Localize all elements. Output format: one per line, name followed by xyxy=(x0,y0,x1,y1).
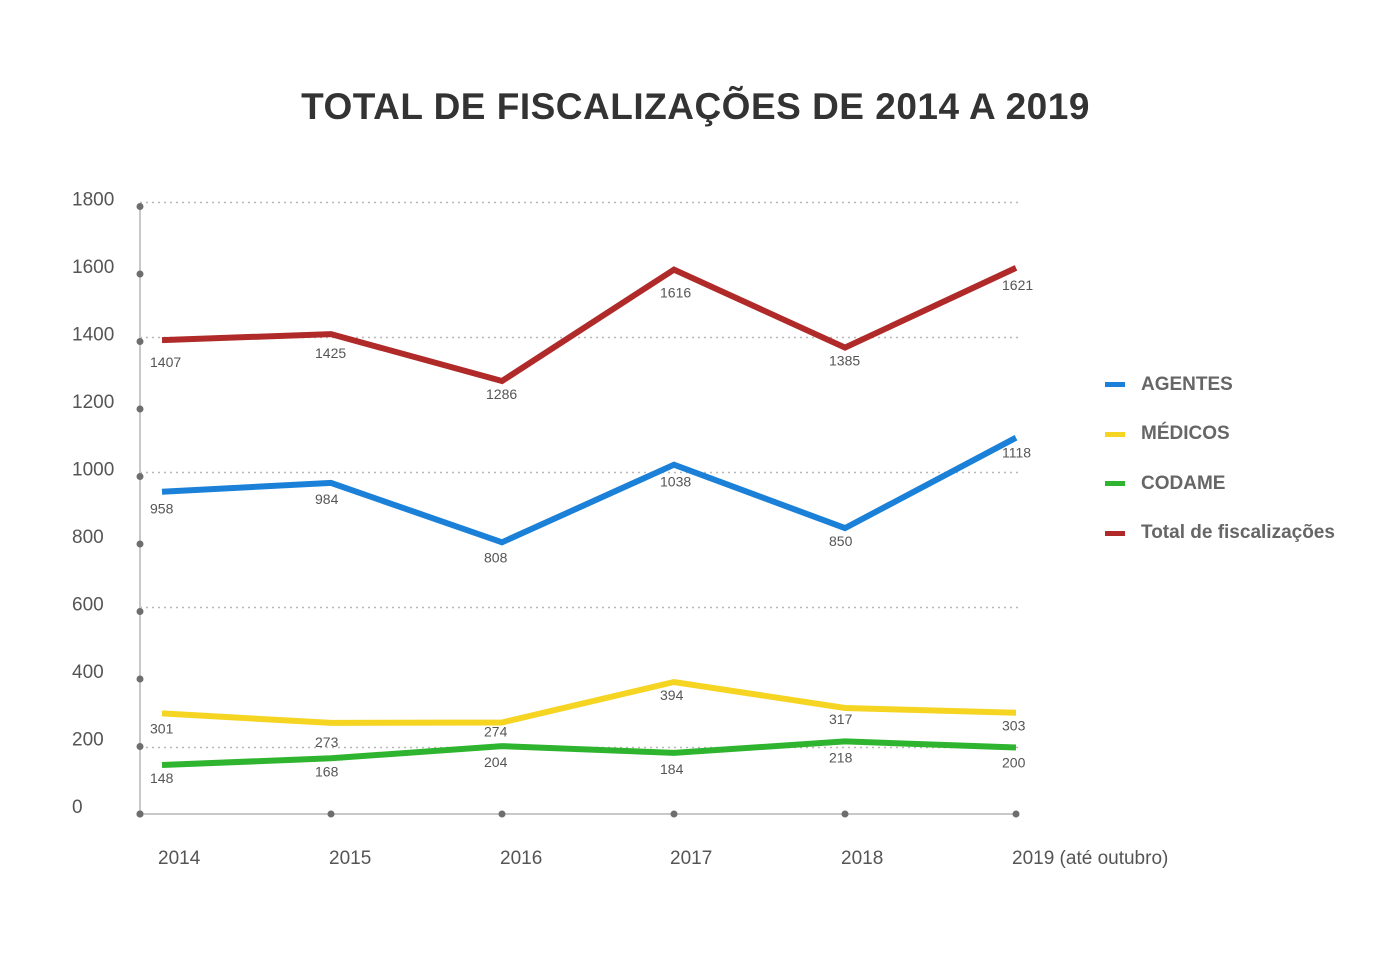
data-label: 850 xyxy=(829,533,853,549)
x-tick-label: 2014 xyxy=(158,848,201,869)
legend: AGENTES MÉDICOS CODAME Total de fiscalizaçõ… xyxy=(1105,360,1335,558)
data-label: 1616 xyxy=(660,285,691,301)
data-label: 394 xyxy=(660,687,684,703)
y-tick-dot xyxy=(136,405,144,413)
data-label: 274 xyxy=(484,724,508,740)
legend-item: Total de fiscalizações xyxy=(1105,509,1335,559)
data-label: 168 xyxy=(315,763,339,779)
x-tick-dot xyxy=(136,810,144,818)
data-label-layer: 958 984 808 1038 850 1118 301 273 274 394 317 303 14… xyxy=(150,277,1033,786)
data-label: 184 xyxy=(660,761,684,777)
data-label: 808 xyxy=(484,549,508,565)
series-line xyxy=(161,738,1017,768)
data-label: 273 xyxy=(315,734,339,750)
axis-layer: 0 200 400 600 800 1000 1200 1400 1600 1800 2014 201… xyxy=(72,190,1168,870)
series-line xyxy=(161,435,1018,546)
data-label: 303 xyxy=(1002,718,1026,734)
legend-label: MÉDICOS xyxy=(1141,423,1230,445)
legend-swatch xyxy=(1105,530,1125,536)
series-layer xyxy=(161,265,1018,768)
legend-label: AGENTES xyxy=(1141,373,1233,395)
y-tick-dot xyxy=(136,338,144,345)
x-tick-label: 2017 xyxy=(670,848,712,869)
y-tick-label: 0 xyxy=(72,797,83,818)
x-tick-label: 2016 xyxy=(500,848,542,869)
y-tick-dot xyxy=(136,608,144,615)
data-label: 148 xyxy=(150,770,174,786)
chart-title: TOTAL DE FISCALIZAÇÕES DE 2014 A 2019 xyxy=(301,86,1090,127)
x-tick-label: 2015 xyxy=(329,848,371,869)
x-tick-dot xyxy=(670,810,678,818)
legend-swatch xyxy=(1105,481,1125,487)
legend-label: CODAME xyxy=(1141,472,1226,494)
y-tick-dot xyxy=(136,473,144,480)
data-label: 1407 xyxy=(150,354,181,370)
legend-label: Total de fiscalizações xyxy=(1141,522,1335,544)
y-tick-label: 1600 xyxy=(72,257,114,278)
x-tick-label: 2019 (até outubro) xyxy=(1012,848,1168,869)
legend-item: MÉDICOS xyxy=(1105,410,1335,460)
data-label: 1118 xyxy=(1002,445,1031,461)
data-label: 200 xyxy=(1002,755,1026,771)
series-line xyxy=(161,265,1018,385)
y-tick-label: 600 xyxy=(72,595,104,616)
data-label: 317 xyxy=(829,711,853,727)
x-tick-dot xyxy=(841,810,849,818)
data-label: 1385 xyxy=(829,353,860,369)
y-tick-dot xyxy=(136,270,144,278)
data-label: 1621 xyxy=(1002,277,1033,293)
data-label: 984 xyxy=(315,491,339,507)
y-tick-label: 400 xyxy=(72,662,104,683)
y-tick-label: 200 xyxy=(72,730,104,751)
data-label: 1425 xyxy=(315,345,346,361)
x-tick-dot xyxy=(1012,810,1020,818)
data-label: 958 xyxy=(150,501,174,517)
legend-swatch xyxy=(1105,431,1125,437)
data-label: 1038 xyxy=(660,474,691,490)
y-tick-dot xyxy=(136,743,144,750)
y-tick-dot xyxy=(136,675,144,683)
legend-item: AGENTES xyxy=(1105,360,1335,410)
y-tick-label: 1200 xyxy=(72,392,114,413)
y-tick-dot xyxy=(136,540,144,548)
series-line xyxy=(161,678,1017,726)
x-tick-dot xyxy=(327,810,335,818)
y-tick-label: 1800 xyxy=(72,190,114,211)
x-tick-dot xyxy=(498,810,506,818)
y-tick-label: 1400 xyxy=(72,325,114,346)
data-label: 218 xyxy=(829,749,853,765)
x-tick-label: 2018 xyxy=(841,848,883,869)
y-tick-label: 1000 xyxy=(72,460,114,481)
data-label: 204 xyxy=(484,754,508,770)
grid-layer xyxy=(140,201,1018,749)
data-label: 301 xyxy=(150,720,174,736)
legend-swatch xyxy=(1105,382,1125,388)
y-tick-dot xyxy=(136,203,144,210)
y-tick-label: 800 xyxy=(72,527,104,548)
legend-item: CODAME xyxy=(1105,459,1335,509)
data-label: 1286 xyxy=(486,386,517,402)
